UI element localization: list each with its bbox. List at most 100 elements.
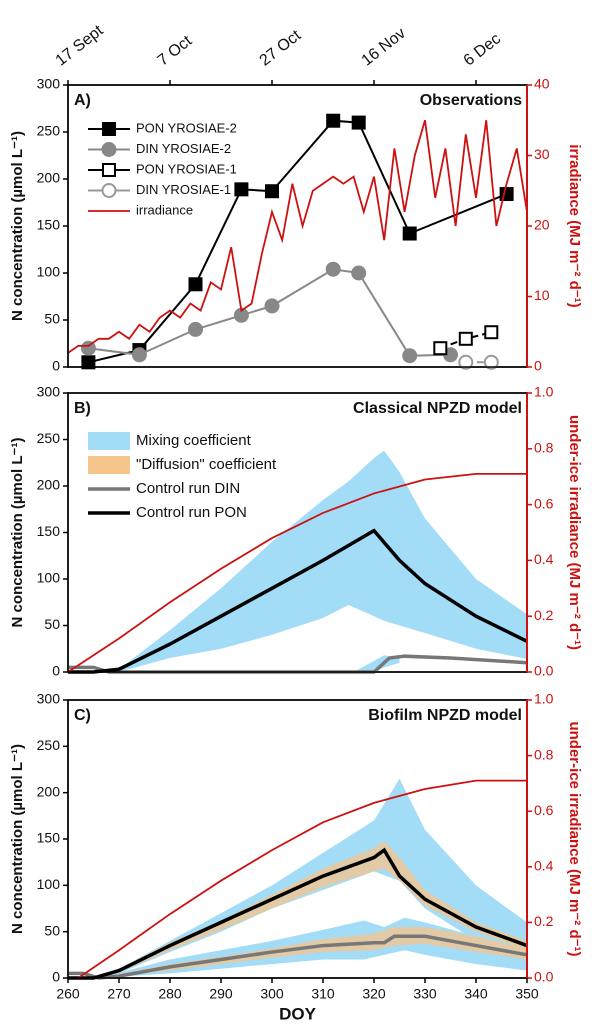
- y-tick-label: 0: [52, 358, 60, 374]
- legend-label: PON YROSIAE-1: [136, 161, 237, 176]
- y2-tick-label: 0.4: [534, 551, 554, 567]
- series-line: [68, 528, 528, 674]
- y-axis-label: N concentration (µmol L⁻¹): [9, 744, 26, 934]
- y2-tick-label: 0.6: [534, 802, 554, 818]
- y2-axis-label: under-ice irradiance (MJ m⁻² d⁻¹): [566, 721, 583, 956]
- legend-marker: [101, 142, 117, 157]
- y-tick-label: 100: [37, 570, 61, 586]
- y-tick-label: 300: [37, 691, 61, 707]
- y2-tick-label: 0.2: [534, 607, 554, 623]
- y2-tick-label: 0.0: [534, 663, 554, 679]
- series-line: [67, 473, 527, 673]
- x2-tick-label: 27 Oct: [257, 27, 305, 70]
- y-tick-label: 250: [37, 737, 61, 753]
- legend-label: DIN YROSIAE-1: [136, 182, 231, 197]
- x2-tick-label: 6 Dec: [461, 30, 504, 69]
- panel-label: C): [74, 707, 91, 724]
- series-line: [68, 654, 528, 674]
- y-tick-label: 100: [37, 876, 61, 892]
- legend-marker: [101, 183, 117, 198]
- panel-label: A): [74, 92, 91, 109]
- y-tick-label: 50: [44, 922, 60, 938]
- legend-label: Mixing coefficient: [136, 432, 252, 449]
- data-point: [402, 226, 417, 241]
- x2-tick-label: 17 Sept: [53, 22, 107, 70]
- y-tick-label: 50: [44, 616, 60, 632]
- legend-label: "Diffusion" coefficient: [136, 456, 277, 473]
- y2-tick-label: 0.2: [534, 913, 554, 929]
- data-point: [188, 277, 203, 292]
- y2-tick-label: 0.0: [534, 969, 554, 985]
- y2-tick-label: 1.0: [534, 384, 554, 400]
- y2-tick-label: 0.8: [534, 440, 554, 456]
- legend-swatch: [88, 432, 130, 450]
- y-tick-label: 200: [37, 783, 61, 799]
- legend-marker: [102, 163, 116, 177]
- data-point: [484, 325, 499, 340]
- x-tick-label: 340: [464, 986, 488, 1002]
- data-point: [234, 182, 249, 197]
- panel-title: Classical NPZD model: [353, 400, 522, 417]
- y-tick-label: 100: [37, 264, 61, 280]
- y-tick-label: 150: [37, 830, 61, 846]
- x-tick-label: 320: [362, 986, 386, 1002]
- y2-tick-label: 1.0: [534, 691, 554, 707]
- series-line: [67, 119, 528, 354]
- series-line: [77, 779, 527, 979]
- y-tick-label: 250: [37, 430, 61, 446]
- data-point: [188, 321, 203, 337]
- y-tick-label: 50: [44, 311, 60, 327]
- data-point: [81, 355, 96, 370]
- y2-tick-label: 20: [534, 217, 550, 233]
- data-point: [458, 354, 474, 370]
- legend-marker: [102, 122, 116, 136]
- y-tick-label: 150: [37, 523, 61, 539]
- panel-title: Observations: [420, 92, 522, 109]
- band: [98, 927, 527, 978]
- legend-label: DIN YROSIAE-2: [136, 141, 231, 156]
- y2-tick-label: 0.4: [534, 858, 554, 874]
- legend-label: PON YROSIAE-2: [136, 120, 237, 135]
- y-tick-label: 200: [37, 170, 61, 186]
- y2-axis-label: under-ice irradiance (MJ m⁻² d⁻¹): [566, 415, 583, 650]
- data-point: [264, 298, 280, 314]
- data-point: [351, 265, 367, 281]
- data-point: [402, 348, 418, 364]
- data-point: [483, 354, 499, 370]
- legend-label: Control run DIN: [136, 480, 240, 497]
- x-axis-label: DOY: [279, 1004, 317, 1023]
- data-point: [433, 341, 448, 356]
- legend-swatch: [88, 456, 130, 474]
- y-tick-label: 300: [37, 76, 61, 92]
- y-axis-label: N concentration (µmol L⁻¹): [9, 131, 26, 321]
- data-point: [458, 331, 473, 346]
- x-tick-label: 300: [260, 986, 284, 1002]
- series-line: [68, 847, 528, 980]
- y-tick-label: 0: [52, 663, 60, 679]
- data-point: [326, 113, 341, 128]
- y-tick-label: 300: [37, 384, 61, 400]
- x2-tick-label: 7 Oct: [155, 32, 196, 69]
- data-point: [351, 115, 366, 130]
- y-tick-label: 0: [52, 969, 60, 985]
- panel-title: Biofilm NPZD model: [368, 707, 522, 724]
- x-tick-label: 350: [515, 986, 539, 1002]
- data-point: [131, 347, 147, 363]
- y2-tick-label: 10: [534, 287, 550, 303]
- y-tick-label: 250: [37, 123, 61, 139]
- x-tick-label: 280: [158, 986, 182, 1002]
- legend-label: irradiance: [136, 202, 193, 217]
- x-tick-label: 260: [56, 986, 80, 1002]
- x-tick-label: 270: [107, 986, 131, 1002]
- y2-tick-label: 0: [534, 358, 542, 374]
- y2-tick-label: 30: [534, 146, 550, 162]
- panel-label: B): [74, 400, 91, 417]
- y-tick-label: 200: [37, 477, 61, 493]
- x-tick-label: 310: [311, 986, 335, 1002]
- y-tick-label: 150: [37, 217, 61, 233]
- band: [78, 450, 527, 672]
- data-point: [325, 261, 341, 277]
- x-tick-label: 290: [209, 986, 233, 1002]
